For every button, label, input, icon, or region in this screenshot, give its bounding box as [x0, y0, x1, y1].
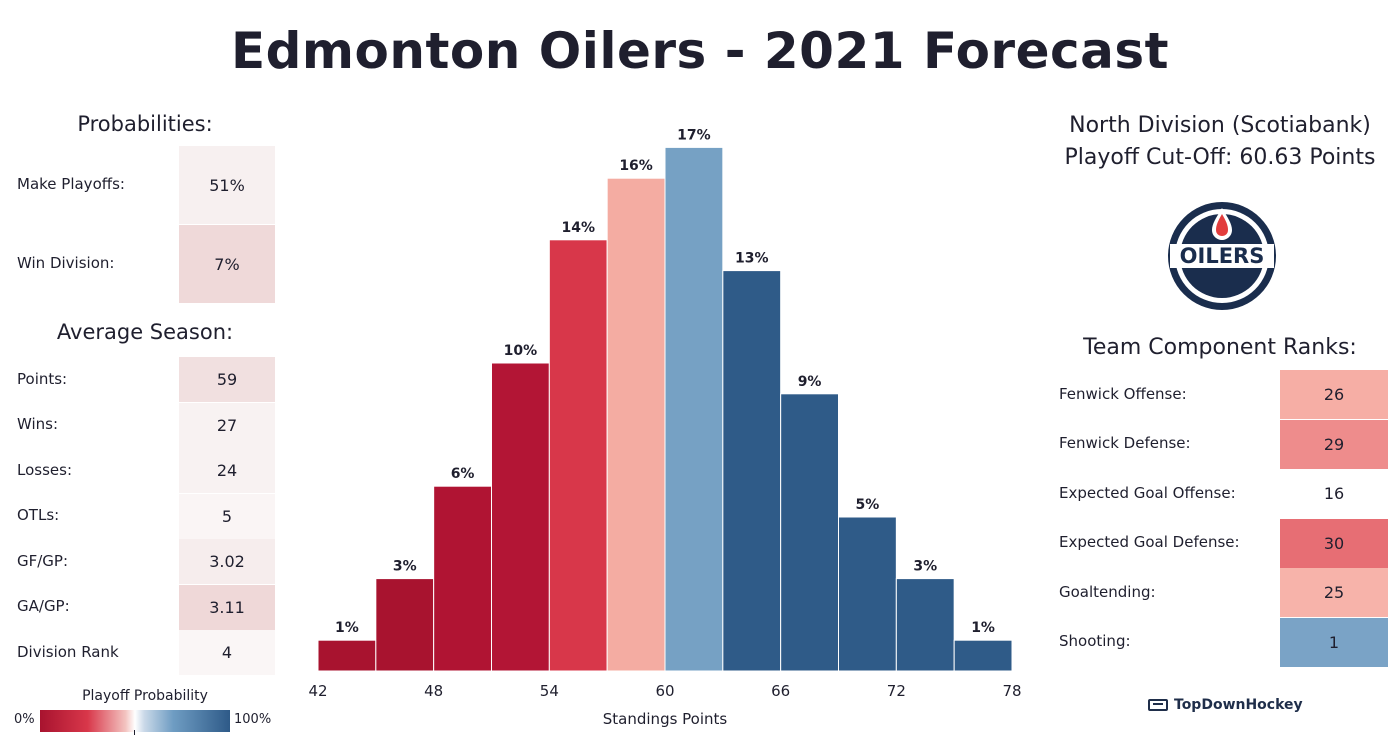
legend-gradient-bar [40, 710, 230, 732]
component-rank-row-value: 16 [1280, 469, 1388, 518]
histogram-bar [895, 578, 955, 672]
season-stat-row-value: 3.11 [179, 584, 275, 630]
probability-row-label: Make Playoffs: [17, 175, 125, 193]
bar-data-label: 3% [913, 559, 937, 575]
legend-title: Playoff Probability [82, 688, 208, 704]
component-rank-row-value: 29 [1280, 419, 1388, 469]
playoff-cutoff: Playoff Cut-Off: 60.63 Points [1064, 145, 1376, 170]
histogram-bar [606, 177, 666, 672]
histogram-bar [780, 393, 840, 672]
legend-min-label: 0% [14, 712, 35, 727]
histogram-bar [953, 639, 1013, 672]
histogram-bar [433, 485, 492, 672]
brand-label: TopDownHockey [1174, 697, 1303, 713]
season-stat-row-label: Division Rank [17, 642, 119, 661]
histogram-bar [664, 146, 724, 672]
hockey-rink-icon [1148, 699, 1168, 711]
division-name: North Division (Scotiabank) [1069, 113, 1371, 138]
season-stat-row-label: OTLs: [17, 506, 60, 524]
component-rank-row-label: Shooting: [1059, 632, 1131, 650]
season-stat-row-value: 5 [179, 493, 275, 539]
x-tick-label: 72 [887, 682, 906, 700]
histogram-bar [375, 578, 435, 672]
component-rank-row-label: Expected Goal Offense: [1059, 483, 1236, 502]
probability-row-label: Win Division: [17, 254, 115, 272]
x-tick-label: 42 [308, 682, 327, 700]
bar-data-label: 10% [504, 343, 538, 359]
topdownhockey-brand: TopDownHockey [1148, 697, 1303, 713]
component-ranks-heading: Team Component Ranks: [1083, 335, 1357, 360]
season-stat-row-value: 24 [179, 448, 275, 493]
x-tick-label: 78 [1002, 682, 1021, 700]
component-rank-row-value: 26 [1280, 370, 1388, 419]
season-stat-row-label: GF/GP: [17, 551, 69, 570]
histogram-bar [491, 362, 550, 672]
histogram-bar [317, 639, 377, 672]
oilers-logo-icon: OILERS [1166, 200, 1278, 312]
season-stat-row-label: Points: [17, 369, 68, 388]
bar-data-label: 13% [735, 251, 769, 267]
oilers-logo-text: OILERS [1180, 244, 1265, 268]
average-season-heading: Average Season: [56, 320, 234, 344]
probability-row-value: 7% [179, 225, 275, 303]
component-rank-row-label: Fenwick Defense: [1059, 434, 1191, 452]
legend-midpoint-tick [134, 730, 135, 735]
component-rank-row-value: 30 [1280, 518, 1388, 568]
probabilities-heading: Probabilities: [77, 112, 213, 136]
bar-data-label: 16% [619, 158, 653, 174]
x-tick-label: 60 [655, 682, 674, 700]
bar-data-label: 6% [451, 466, 475, 482]
season-stat-row-value: 59 [179, 357, 275, 402]
bar-data-label: 3% [393, 559, 417, 575]
season-stat-row-label: GA/GP: [17, 597, 70, 615]
histogram-bar [548, 239, 608, 672]
histogram-bar [722, 270, 782, 672]
season-stat-row-label: Wins: [17, 415, 59, 433]
x-tick-label: 48 [424, 682, 443, 700]
component-rank-row-label: Goaltending: [1059, 582, 1156, 601]
season-stat-row-value: 3.02 [179, 539, 275, 584]
component-rank-row-label: Expected Goal Defense: [1059, 533, 1240, 551]
x-tick-label: 66 [771, 682, 790, 700]
component-rank-row-value: 25 [1280, 568, 1388, 617]
component-rank-row-value: 1 [1280, 617, 1388, 667]
season-stat-row-value: 27 [179, 402, 275, 448]
legend-max-label: 100% [234, 712, 272, 727]
page-title: Edmonton Oilers - 2021 Forecast [230, 22, 1170, 80]
probability-row-value: 51% [179, 146, 275, 224]
histogram-bar [838, 516, 897, 672]
season-stat-row-value: 4 [179, 630, 275, 675]
x-tick-label: 54 [540, 682, 559, 700]
bar-data-label: 5% [856, 497, 880, 513]
bar-data-label: 1% [971, 620, 995, 636]
bar-data-label: 1% [335, 620, 359, 636]
oilers-logo-graphic: OILERS [1168, 202, 1276, 310]
x-axis-title: Standings Points [602, 710, 728, 728]
component-rank-row-label: Fenwick Offense: [1059, 384, 1187, 403]
bar-data-label: 17% [677, 127, 711, 143]
season-stat-row-label: Losses: [17, 460, 72, 479]
bar-data-label: 9% [798, 374, 822, 390]
bar-data-label: 14% [561, 220, 595, 236]
